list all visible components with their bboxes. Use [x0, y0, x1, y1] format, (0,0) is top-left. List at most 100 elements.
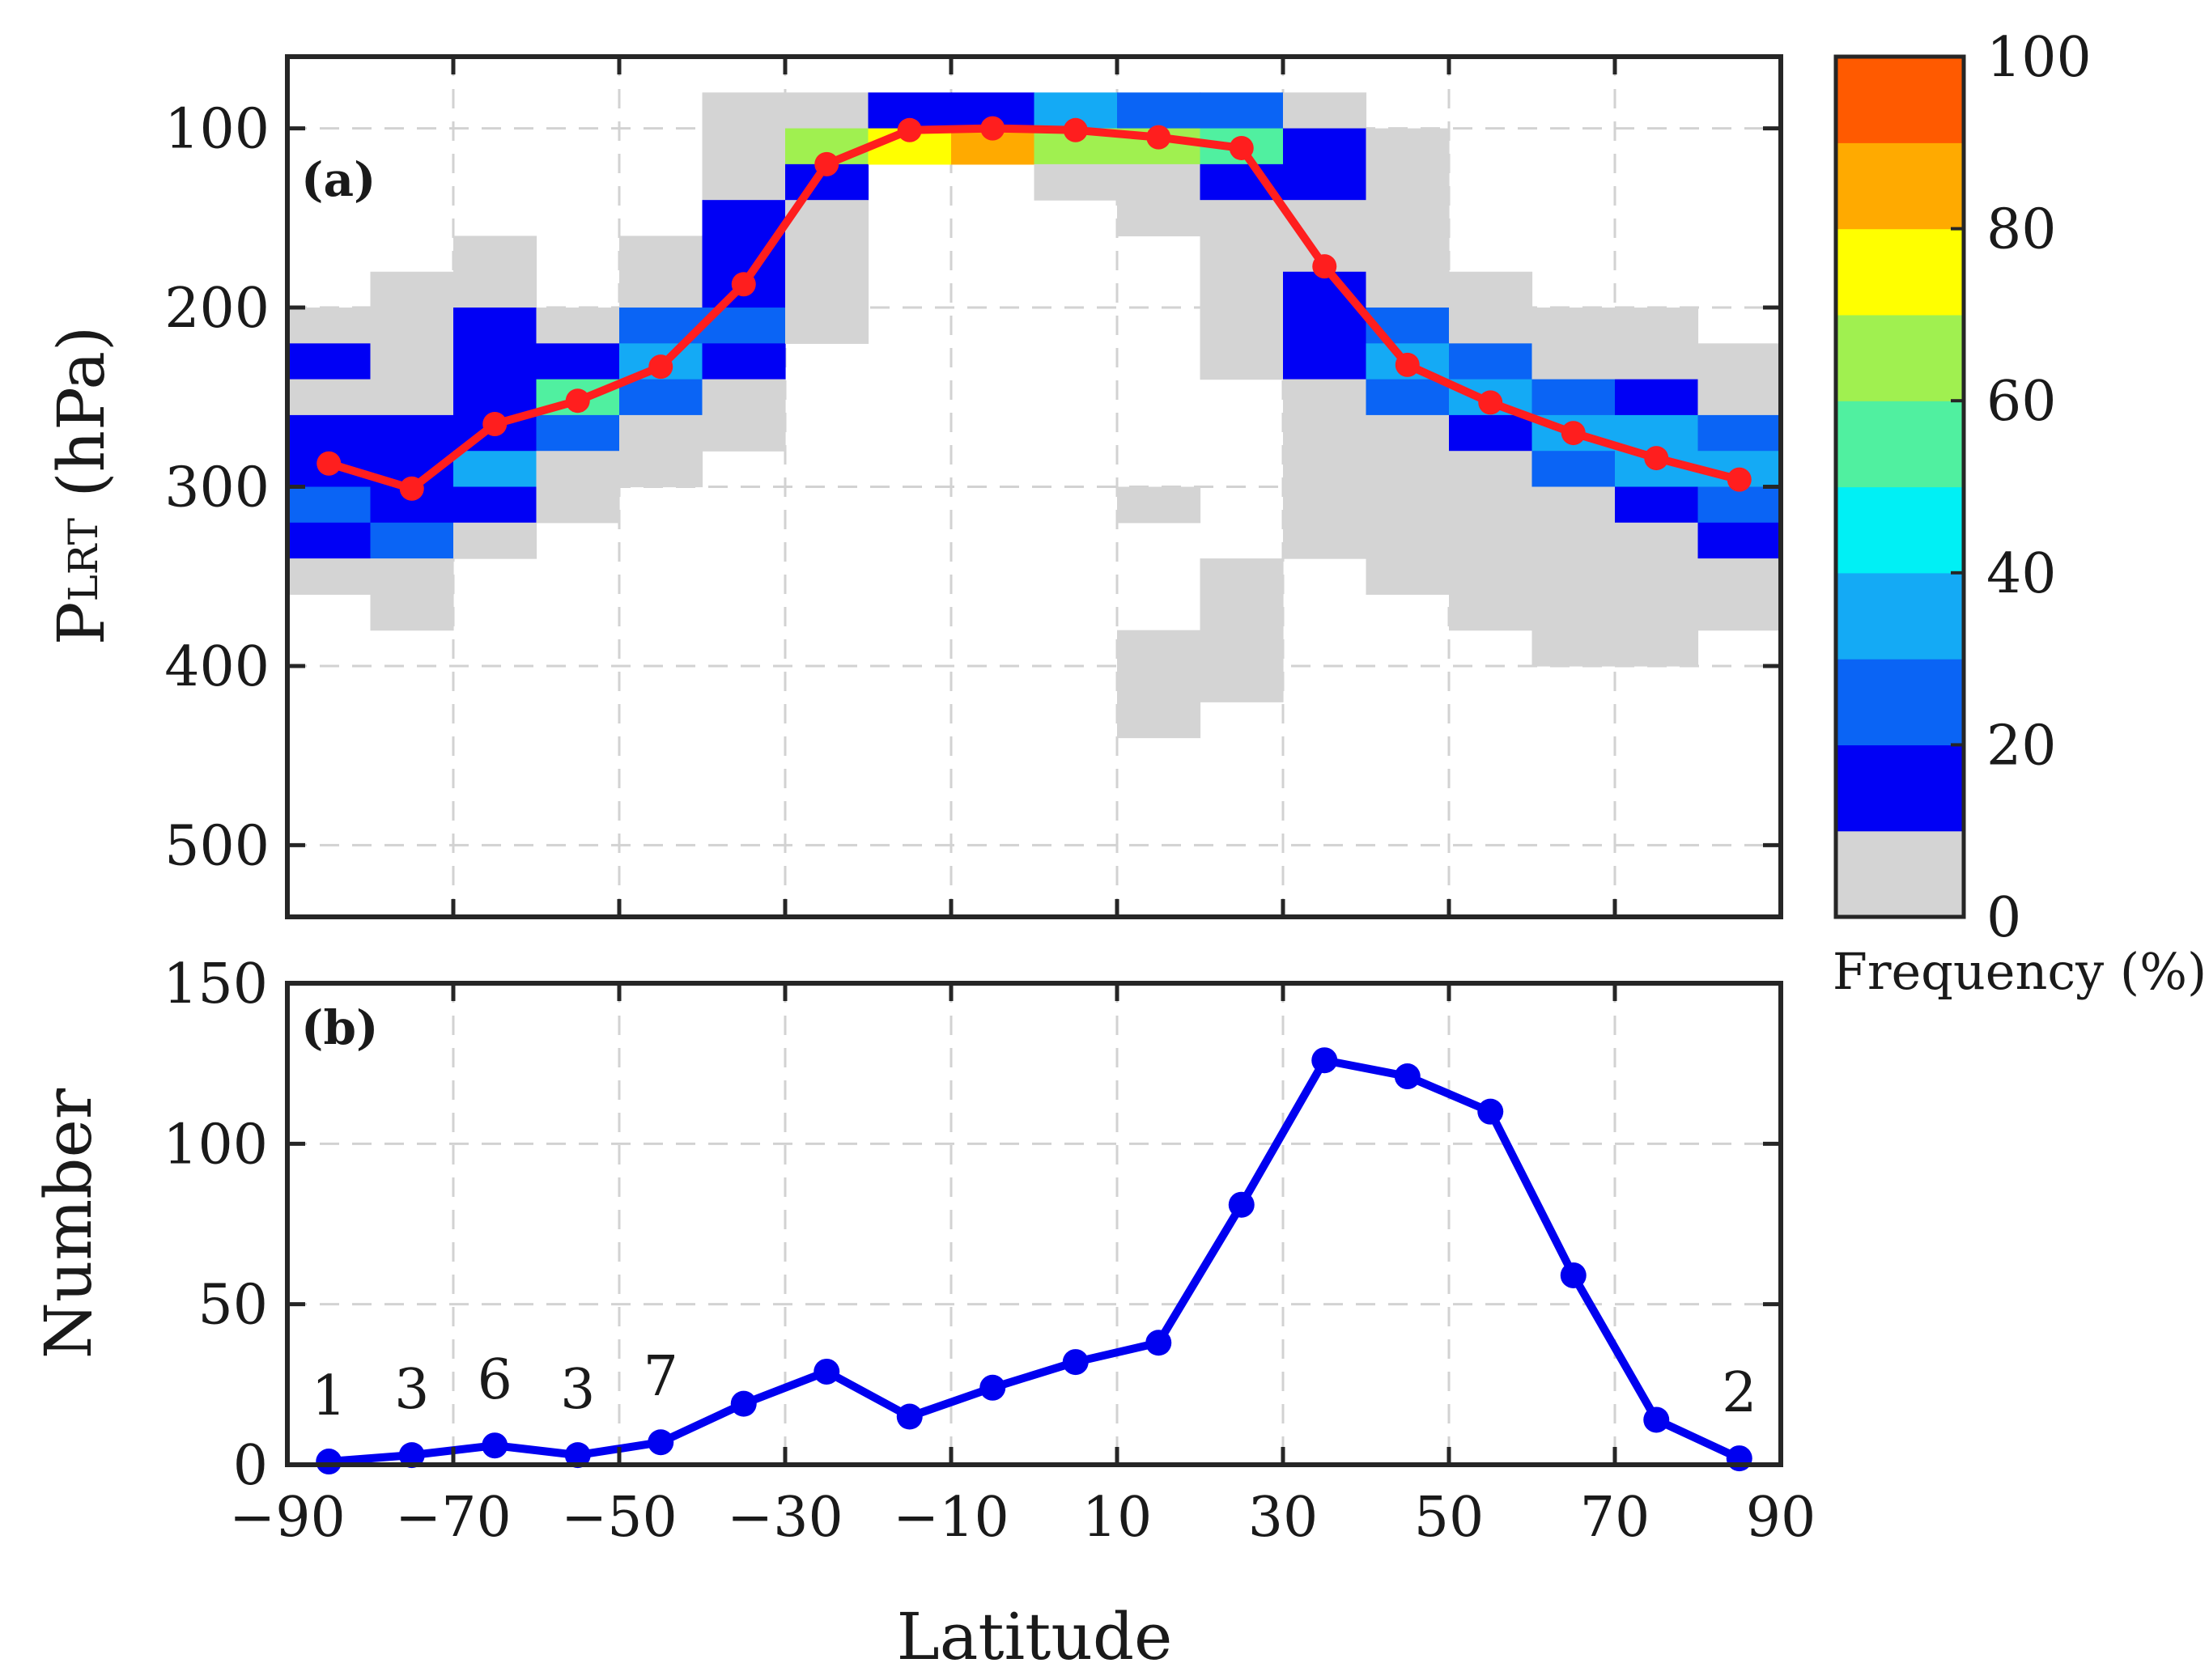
heatmap-cell — [1117, 630, 1201, 667]
panel-b-frame — [285, 981, 1783, 1467]
mean-lrt-point — [316, 451, 342, 476]
colorbar-band — [1836, 830, 1964, 918]
heatmap-cell — [785, 271, 869, 308]
heatmap-cell — [1449, 451, 1533, 488]
heatmap-cell — [1283, 379, 1367, 416]
heatmap-cell — [536, 414, 620, 452]
heatmap-cell — [1615, 594, 1699, 631]
heatmap-cell — [1366, 271, 1450, 308]
panel-a-ylabel: PLRT (hPa) — [44, 326, 119, 645]
heatmap-cell — [1366, 200, 1450, 237]
heatmap-cell — [1283, 128, 1367, 165]
heatmap-cell — [1531, 343, 1616, 380]
heatmap-cell — [370, 522, 454, 559]
heatmap-cell — [1117, 486, 1201, 524]
colorbar-tick-label: 0 — [1986, 886, 2021, 950]
heatmap-cell — [1615, 630, 1699, 667]
heatmap-cell — [1283, 451, 1367, 488]
colorbar-tick-label: 20 — [1986, 714, 2057, 778]
heatmap-cell — [1615, 308, 1699, 344]
mean-lrt-line — [327, 124, 1741, 493]
colorbar-band — [1836, 314, 1964, 401]
heatmap-cell — [1200, 594, 1284, 631]
panel-b-label: (b) — [301, 1000, 378, 1055]
panel-b-xtick-label: 90 — [1746, 1486, 1816, 1550]
heatmap-cell — [453, 308, 537, 344]
heatmap-cell — [1283, 414, 1367, 452]
heatmap-cell — [1200, 343, 1284, 380]
heatmap-cell — [1615, 379, 1699, 416]
heatmap-cell — [1697, 486, 1781, 524]
mean-lrt-point — [399, 476, 424, 501]
heatmap-cell — [287, 486, 372, 524]
mean-lrt-point — [565, 388, 590, 414]
count-annotation: 1 — [312, 1364, 346, 1428]
heatmap-cell — [370, 343, 454, 380]
heatmap-cell — [1200, 308, 1284, 344]
heatmap-cell — [1366, 163, 1450, 201]
number-point — [1311, 1047, 1338, 1074]
panel-b-xtick-label: 50 — [1414, 1486, 1485, 1550]
colorbar-band — [1836, 57, 1964, 143]
mean-lrt-point — [1146, 125, 1171, 150]
colorbar-band — [1836, 745, 1964, 832]
number-point — [979, 1374, 1006, 1401]
panel-a-ytick-label: 100 — [164, 98, 270, 162]
heatmap-cell — [1200, 200, 1284, 237]
number-point — [1145, 1330, 1172, 1356]
heatmap-cell — [1283, 92, 1367, 129]
number-point — [316, 1449, 342, 1475]
colorbar: 0 20 40 60 80 100 Frequency (%) — [1833, 26, 2207, 1001]
panel-b-ylabel: Number — [31, 1088, 106, 1359]
panel-a-label: (a) — [301, 152, 376, 207]
heatmap-cell — [370, 558, 454, 595]
heatmap-cell — [370, 414, 454, 452]
heatmap-cell — [1449, 308, 1533, 344]
heatmap-cell — [1531, 486, 1616, 524]
panel-b-xtick-label: 10 — [1082, 1486, 1153, 1550]
heatmap-cell — [1449, 414, 1533, 452]
number-point — [1477, 1098, 1504, 1125]
number-point — [398, 1442, 425, 1469]
heatmap-cell — [619, 379, 703, 416]
mean-lrt-point — [1063, 117, 1088, 142]
mean-lrt-point — [648, 354, 673, 380]
ylabel-unit: (hPa) — [44, 326, 119, 518]
heatmap-cell — [1200, 271, 1284, 308]
mean-lrt-point — [731, 272, 756, 297]
heatmap-cell — [287, 343, 372, 380]
mean-lrt-point — [980, 116, 1005, 141]
heatmap-cell — [1615, 414, 1699, 452]
heatmap-cell — [1449, 522, 1533, 559]
number-point — [814, 1358, 840, 1385]
heatmap-cell — [453, 451, 537, 488]
heatmap-cell — [287, 414, 372, 452]
count-annotation: 3 — [560, 1358, 595, 1422]
mean-lrt-point — [1727, 467, 1752, 492]
panel-b-series — [316, 1047, 1752, 1475]
heatmap-cell — [453, 235, 537, 273]
panel-b-ytick-label: 0 — [233, 1434, 268, 1498]
heatmap-cell — [1697, 414, 1781, 452]
heatmap-cell — [1531, 630, 1616, 667]
heatmap-cell — [702, 200, 786, 237]
heatmap-cell — [702, 163, 786, 201]
colorbar-band — [1836, 228, 1964, 316]
heatmap-cell — [1449, 343, 1533, 380]
mean-lrt-point — [1478, 390, 1503, 415]
heatmap-cell — [287, 379, 372, 416]
heatmap-cell — [1531, 451, 1616, 488]
number-line — [328, 1056, 1741, 1466]
mean-lrt-point — [1395, 352, 1420, 377]
panel-b-ytick-label: 100 — [163, 1113, 268, 1177]
heatmap-cell — [1697, 343, 1781, 380]
heatmap-cell — [453, 343, 537, 380]
panel-b-ytick-label: 50 — [198, 1274, 268, 1338]
panel-b-xtick-label: −30 — [727, 1486, 843, 1550]
heatmap-cell — [370, 594, 454, 631]
heatmap-cell — [1366, 451, 1450, 488]
heatmap-cell — [1366, 558, 1450, 595]
number-point — [1394, 1063, 1421, 1090]
heatmap-cell — [1531, 522, 1616, 559]
